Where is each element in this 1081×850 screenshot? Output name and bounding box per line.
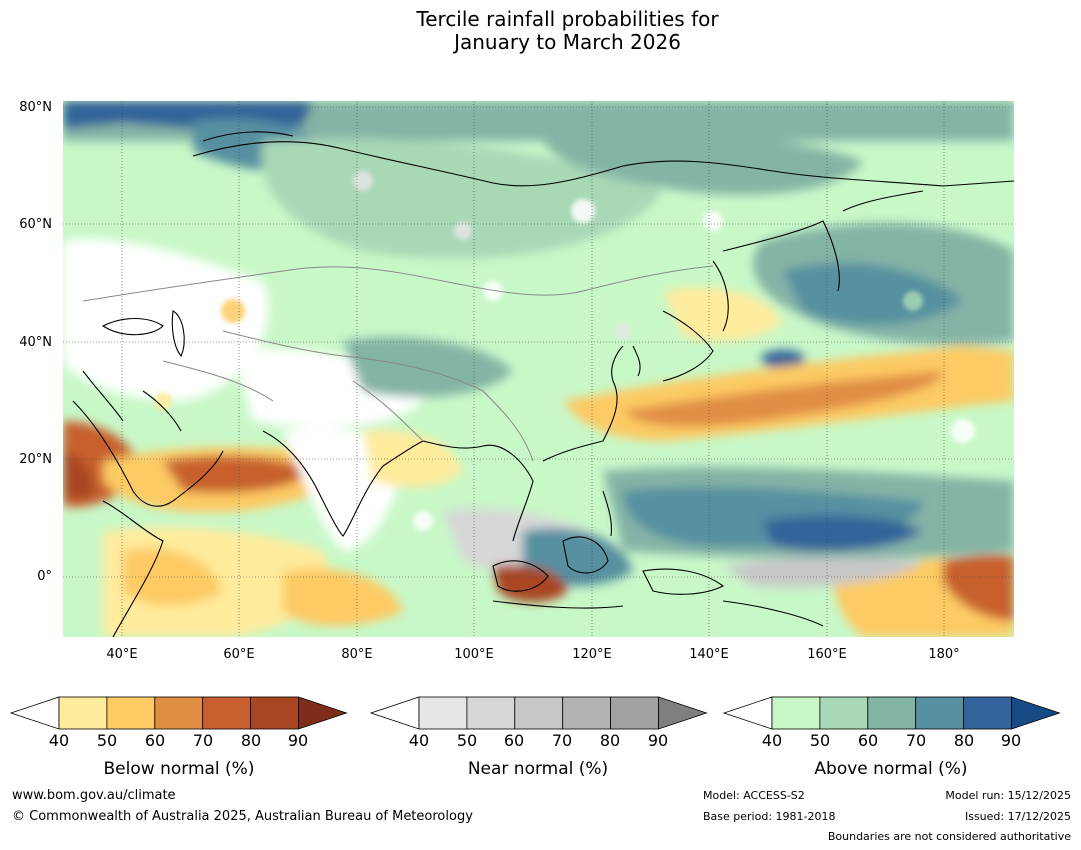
cbar-above-low-arrow [722,696,773,730]
cbar-below-segment-0 [58,696,108,730]
cbar-below-tick-70: 70 [192,731,214,750]
cbar-above-tick-70: 70 [905,731,927,750]
title-line-2: January to March 2026 [454,30,681,54]
cbar-above-segment-0 [771,696,821,730]
model-text: Model: ACCESS-S2 [703,789,805,802]
cbar-above-tick-90: 90 [1000,731,1022,750]
cbar-below-segment-4 [250,696,299,730]
cbar-above-title: Above normal (%) [814,759,968,779]
lat-label-0: 0° [37,569,52,584]
cbar-near-segment-2 [514,696,564,730]
cbar-above-tick-40: 40 [761,731,783,750]
base-period-text: Base period: 1981-2018 [703,810,836,823]
lon-label-180: 180° [928,647,960,662]
cbar-above-segment-3 [915,696,965,730]
title-line-1: Tercile rainfall probabilities for [416,7,719,31]
cbar-near-segment-3 [562,696,612,730]
cbar-near-title: Near normal (%) [467,759,609,779]
lon-label-140e: 140°E [689,647,729,662]
lon-label-60e: 60°E [223,647,255,662]
disclaimer-text: Boundaries are not considered authoritat… [827,830,1071,843]
lon-label-160e: 160°E [807,647,847,662]
cbar-below-tick-90: 90 [287,731,309,750]
lon-label-100e: 100°E [454,647,494,662]
issued-text: Issued: 17/12/2025 [964,810,1071,823]
model-run-text: Model run: 15/12/2025 [945,789,1071,802]
cbar-near-segment-4 [610,696,659,730]
cbar-near-tick-90: 90 [647,731,669,750]
cbar-above-tick-50: 50 [809,731,831,750]
cbar-below-high-arrow [298,696,348,730]
cbar-near-tick-80: 80 [599,731,621,750]
cbar-above-tick-80: 80 [953,731,975,750]
cbar-near-high-arrow [658,696,708,730]
map-canvas [63,101,1014,637]
cbar-below-segment-1 [106,696,156,730]
coastlines [72,131,1014,637]
colorbar-legends [9,696,1061,730]
cbar-below-segment-3 [202,696,251,730]
lat-label-20n: 20°N [19,452,52,467]
cbar-below-tick-60: 60 [144,731,166,750]
copyright-text: © Commonwealth of Australia 2025, Austra… [12,809,473,824]
cbar-below-tick-80: 80 [240,731,262,750]
cbar-above-segment-2 [867,696,917,730]
cbar-near-low-arrow [369,696,420,730]
borders [82,265,714,462]
cbar-above-segment-1 [819,696,869,730]
graticule [63,101,1014,637]
cbar-above-tick-60: 60 [857,731,879,750]
cbar-near-tick-60: 60 [503,731,525,750]
website-link[interactable]: www.bom.gov.au/climate [12,788,176,803]
cbar-below-tick-50: 50 [96,731,118,750]
cbar-near-segment-0 [418,696,468,730]
map-title: Tercile rainfall probabilities for Janua… [0,8,1081,54]
noise-patches [154,171,975,611]
lat-label-80n: 80°N [19,100,52,115]
cbar-near-tick-40: 40 [408,731,430,750]
cbar-near-tick-50: 50 [456,731,478,750]
cbar-above-high-arrow [1011,696,1061,730]
cbar-below-segment-2 [154,696,204,730]
lon-label-120e: 120°E [572,647,612,662]
cbar-below-title: Below normal (%) [103,759,255,779]
cbar-near-segment-1 [466,696,516,730]
cbar-below-low-arrow [9,696,60,730]
lat-label-60n: 60°N [19,217,52,232]
lon-label-40e: 40°E [106,647,138,662]
lat-label-40n: 40°N [19,335,52,350]
probability-map [63,101,1014,637]
probability-shading [63,101,1014,637]
cbar-below-tick-40: 40 [48,731,70,750]
lon-label-80e: 80°E [341,647,373,662]
cbar-near-tick-70: 70 [551,731,573,750]
cbar-above-segment-4 [963,696,1012,730]
